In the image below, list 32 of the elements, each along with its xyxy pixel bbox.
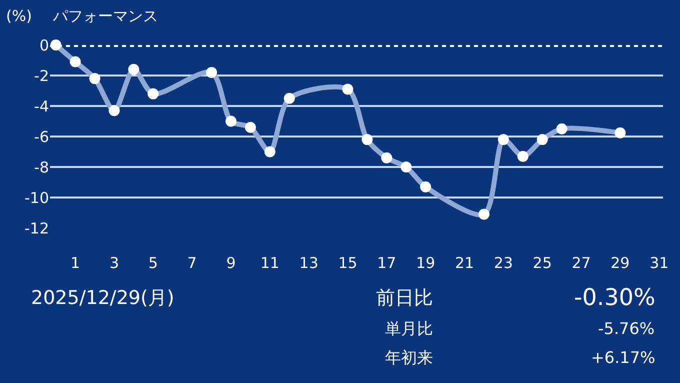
- y-tick-label: -12: [24, 219, 49, 238]
- y-tick-label: -4: [34, 97, 49, 116]
- text: 年初来: [385, 348, 433, 367]
- text: +6.17%: [591, 348, 656, 367]
- text: -5.76%: [598, 319, 655, 338]
- x-tick-label: 11: [260, 254, 280, 272]
- y-tick-label: -2: [34, 66, 49, 85]
- y-tick-label: -10: [24, 188, 49, 207]
- x-tick-label: 9: [226, 254, 236, 272]
- x-tick-label: 31: [650, 254, 669, 272]
- y-tick-label: -8: [34, 158, 49, 176]
- y-axis-title: (%): [6, 7, 32, 25]
- x-tick-label: 3: [109, 254, 119, 272]
- chart-title: パフォーマンス: [52, 7, 158, 25]
- x-tick-label: 29: [610, 254, 630, 272]
- x-tick-label: 1: [70, 254, 80, 272]
- text: 単月比: [385, 319, 433, 338]
- x-tick-label: 19: [416, 254, 436, 272]
- text: 前日比: [376, 287, 433, 309]
- x-tick-label: 7: [187, 254, 197, 272]
- x-tick-label: 5: [148, 254, 158, 272]
- y-tick-label: 0: [39, 36, 49, 54]
- x-tick-label: 15: [338, 254, 358, 272]
- x-tick-label: 27: [572, 254, 591, 272]
- text: -0.30%: [574, 285, 656, 311]
- x-tick-label: 21: [454, 254, 474, 272]
- x-tick-label: 25: [532, 254, 552, 272]
- y-tick-label: -6: [34, 128, 49, 146]
- x-tick-label: 17: [377, 254, 396, 272]
- x-tick-label: 23: [494, 254, 513, 272]
- x-tick-label: 13: [299, 254, 318, 272]
- text: 2025/12/29(月): [31, 287, 174, 309]
